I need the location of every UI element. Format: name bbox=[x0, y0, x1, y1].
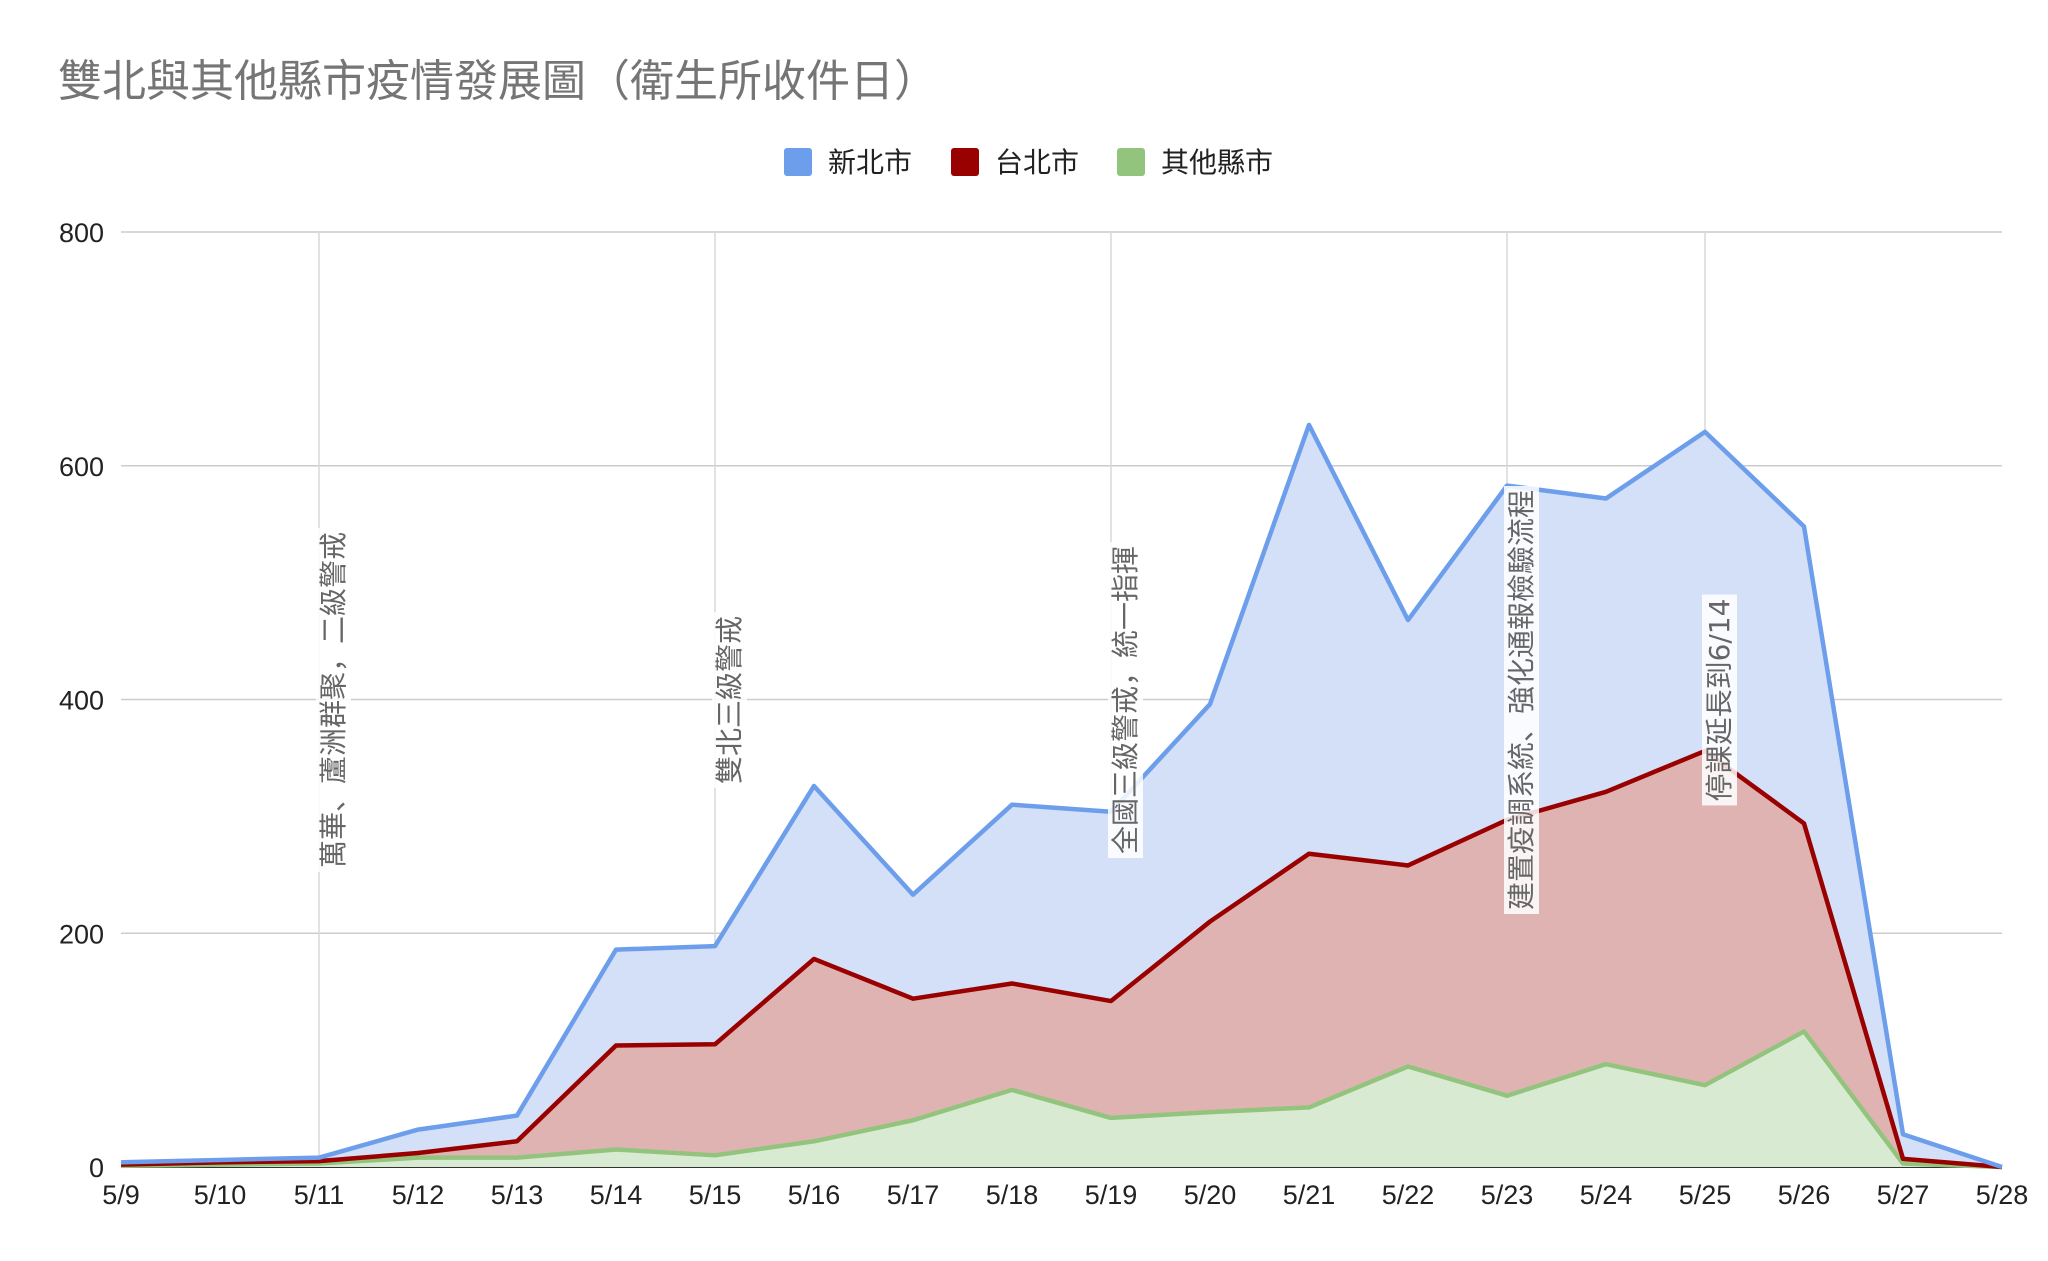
chart-title: 雙北與其他縣市疫情發展圖（衛生所收件日） bbox=[58, 56, 938, 107]
y-tick-label: 600 bbox=[59, 452, 104, 482]
annotation: 全國三級警戒，統一指揮 bbox=[1108, 541, 1143, 859]
legend-item: 台北市 bbox=[951, 146, 1079, 179]
legend-label: 新北市 bbox=[828, 146, 912, 179]
annotation-label: 停課延長到6/14 bbox=[1703, 599, 1736, 802]
legend-swatch bbox=[951, 148, 979, 176]
x-tick-label: 5/15 bbox=[689, 1180, 742, 1210]
legend-swatch bbox=[784, 148, 812, 176]
x-axis: 5/9 5/10 5/11 5/12 5/13 5/14 5/15 5/16 5/17 5/18 5… bbox=[102, 1180, 2028, 1210]
annotation-label: 全國三級警戒，統一指揮 bbox=[1109, 546, 1142, 854]
annotation: 停課延長到6/14 bbox=[1702, 594, 1737, 806]
annotation: 建置疫調系統、強化通報檢驗流程 bbox=[1504, 485, 1539, 915]
annotation-background bbox=[1504, 485, 1539, 915]
chart-lines bbox=[120, 422, 2003, 1170]
x-tick-label: 5/18 bbox=[986, 1180, 1039, 1210]
annotation-background bbox=[712, 611, 747, 789]
annotation-background bbox=[1108, 541, 1143, 859]
annotation-label: 雙北三級警戒 bbox=[713, 616, 746, 784]
legend-item: 新北市 bbox=[784, 146, 912, 179]
x-tick-label: 5/24 bbox=[1580, 1180, 1633, 1210]
series-line bbox=[120, 422, 2003, 1170]
y-tick-label: 400 bbox=[59, 686, 104, 716]
annotation: 雙北三級警戒 bbox=[712, 611, 747, 789]
legend-label: 其他縣市 bbox=[1161, 146, 1273, 179]
annotation: 萬華、蘆洲群聚，二級警戒 bbox=[316, 527, 351, 873]
x-tick-label: 5/9 bbox=[102, 1180, 140, 1210]
x-tick-label: 5/23 bbox=[1481, 1180, 1534, 1210]
x-tick-label: 5/21 bbox=[1283, 1180, 1336, 1210]
chart-annotations: 萬華、蘆洲群聚，二級警戒 雙北三級警戒 全國三級警戒，統一指揮 建置疫調系統、強化通報… bbox=[316, 485, 1737, 915]
x-tick-label: 5/20 bbox=[1184, 1180, 1237, 1210]
y-axis: 0 200 400 600 800 bbox=[59, 218, 104, 1183]
series-line bbox=[120, 748, 2003, 1170]
legend-swatch bbox=[1117, 148, 1145, 176]
x-tick-label: 5/14 bbox=[590, 1180, 643, 1210]
y-tick-label: 800 bbox=[59, 218, 104, 248]
x-tick-label: 5/28 bbox=[1976, 1180, 2029, 1210]
x-tick-label: 5/13 bbox=[491, 1180, 544, 1210]
x-tick-label: 5/27 bbox=[1877, 1180, 1930, 1210]
series-area bbox=[121, 1031, 2002, 1167]
x-tick-label: 5/12 bbox=[392, 1180, 445, 1210]
x-tick-label: 5/11 bbox=[294, 1180, 345, 1210]
annotation-label: 建置疫調系統、強化通報檢驗流程 bbox=[1505, 490, 1538, 910]
x-tick-label: 5/19 bbox=[1085, 1180, 1138, 1210]
annotation-label: 萬華、蘆洲群聚，二級警戒 bbox=[317, 532, 350, 868]
annotation-background bbox=[316, 527, 351, 873]
y-tick-label: 200 bbox=[59, 919, 104, 949]
legend-label: 台北市 bbox=[995, 146, 1079, 179]
x-tick-label: 5/16 bbox=[788, 1180, 841, 1210]
x-tick-label: 5/22 bbox=[1382, 1180, 1435, 1210]
annotation-background bbox=[1702, 594, 1737, 806]
x-tick-label: 5/10 bbox=[194, 1180, 247, 1210]
y-tick-label: 0 bbox=[89, 1153, 104, 1183]
x-tick-label: 5/26 bbox=[1778, 1180, 1831, 1210]
series-line bbox=[120, 1029, 2003, 1170]
chart-legend: 新北市 台北市 其他縣市 bbox=[784, 146, 1273, 179]
x-tick-label: 5/17 bbox=[887, 1180, 940, 1210]
legend-item: 其他縣市 bbox=[1117, 146, 1273, 179]
x-tick-label: 5/25 bbox=[1679, 1180, 1732, 1210]
